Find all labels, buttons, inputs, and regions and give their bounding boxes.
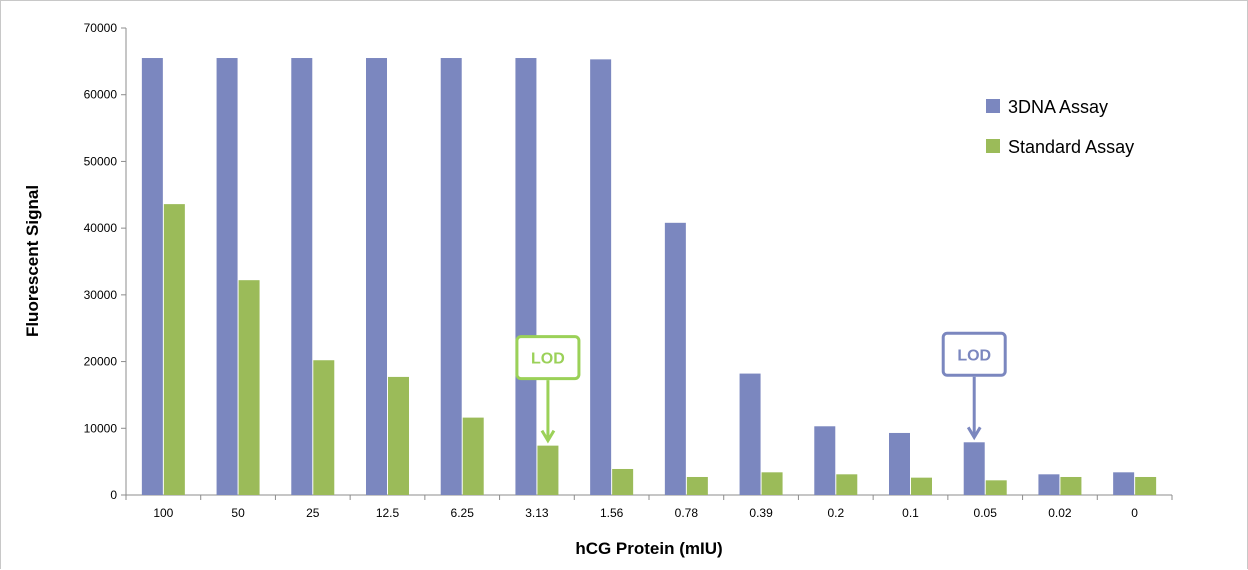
x-tick-layer: 100 50 25 12.5 6.25 3.13 1.56 0.78 0.39 0.2 0.1 0.0…	[125, 495, 1173, 520]
y-tick-label: 70000	[84, 21, 118, 35]
lod-arrow-head	[966, 426, 982, 441]
x-tick-label: 0.39	[749, 506, 773, 520]
x-tick-label: 50	[231, 506, 245, 520]
bar-3dna	[739, 373, 761, 495]
x-tick-label: 1.56	[600, 506, 624, 520]
y-tick-label: 30000	[84, 288, 118, 302]
lod-box	[941, 331, 1007, 377]
bar-standard	[1060, 476, 1082, 495]
bar-3dna	[963, 442, 985, 495]
bar-standard	[238, 280, 260, 495]
bar-3dna	[440, 58, 462, 496]
bar-standard	[836, 474, 858, 495]
x-tick-label: 0.05	[974, 506, 998, 520]
lod-annotation: LOD	[515, 335, 581, 444]
y-tick-label: 50000	[84, 154, 118, 168]
bar-standard	[462, 417, 484, 495]
bar-3dna	[291, 58, 313, 496]
y-tick-layer: 0 10000 20000 30000 40000 50000 60000 70000	[84, 21, 126, 502]
bar-3dna	[1113, 472, 1135, 495]
bar-standard	[686, 476, 708, 495]
bar-3dna	[889, 432, 910, 495]
lod-label: LOD	[957, 347, 991, 364]
y-axis-title: Fluorescent Signal	[23, 185, 42, 337]
legend-label-3dna: 3DNA Assay	[1008, 97, 1108, 117]
bar-3dna	[664, 222, 686, 495]
x-tick-label: 12.5	[376, 506, 400, 520]
legend-swatch-3dna	[986, 99, 1000, 113]
x-tick-label: 6.25	[451, 506, 475, 520]
bar-standard	[612, 468, 634, 495]
bar-3dna	[366, 58, 387, 496]
x-tick-label: 3.13	[525, 506, 549, 520]
bar-standard	[388, 376, 409, 495]
bar-standard	[313, 360, 335, 495]
x-tick-label: 0.1	[902, 506, 919, 520]
legend: 3DNA Assay Standard Assay	[986, 97, 1134, 157]
bar-3dna	[216, 58, 238, 496]
bar-3dna	[515, 58, 537, 496]
bar-3dna	[814, 426, 836, 495]
lod-box	[515, 335, 581, 381]
y-tick-label: 60000	[84, 88, 118, 102]
bar-3dna	[141, 58, 163, 496]
bar-standard	[761, 472, 783, 495]
x-tick-label: 0.02	[1048, 506, 1072, 520]
x-tick-label: 100	[153, 506, 173, 520]
legend-swatch-standard	[986, 139, 1000, 153]
lod-arrow-head	[540, 429, 556, 444]
bar-standard	[163, 204, 185, 495]
bar-3dna	[590, 59, 612, 495]
bar-3dna	[1038, 474, 1060, 495]
bar-standard	[985, 480, 1007, 495]
lod-label: LOD	[531, 351, 565, 368]
y-tick-label: 20000	[84, 355, 118, 369]
x-tick-label: 0.78	[675, 506, 699, 520]
annotation-layer: LOD LOD	[515, 331, 1007, 444]
x-tick-label: 0.2	[827, 506, 844, 520]
y-tick-label: 0	[110, 488, 117, 502]
bar-layer	[141, 58, 1157, 496]
bar-standard	[537, 445, 559, 495]
bar-standard	[911, 477, 932, 495]
x-tick-label: 25	[306, 506, 320, 520]
lod-annotation: LOD	[941, 331, 1007, 441]
y-tick-label: 40000	[84, 221, 118, 235]
x-tick-label: 0	[1131, 506, 1138, 520]
bar-standard	[1135, 476, 1157, 495]
legend-label-standard: Standard Assay	[1008, 137, 1134, 157]
y-tick-label: 10000	[84, 421, 118, 435]
x-axis-title: hCG Protein (mIU)	[575, 539, 722, 558]
